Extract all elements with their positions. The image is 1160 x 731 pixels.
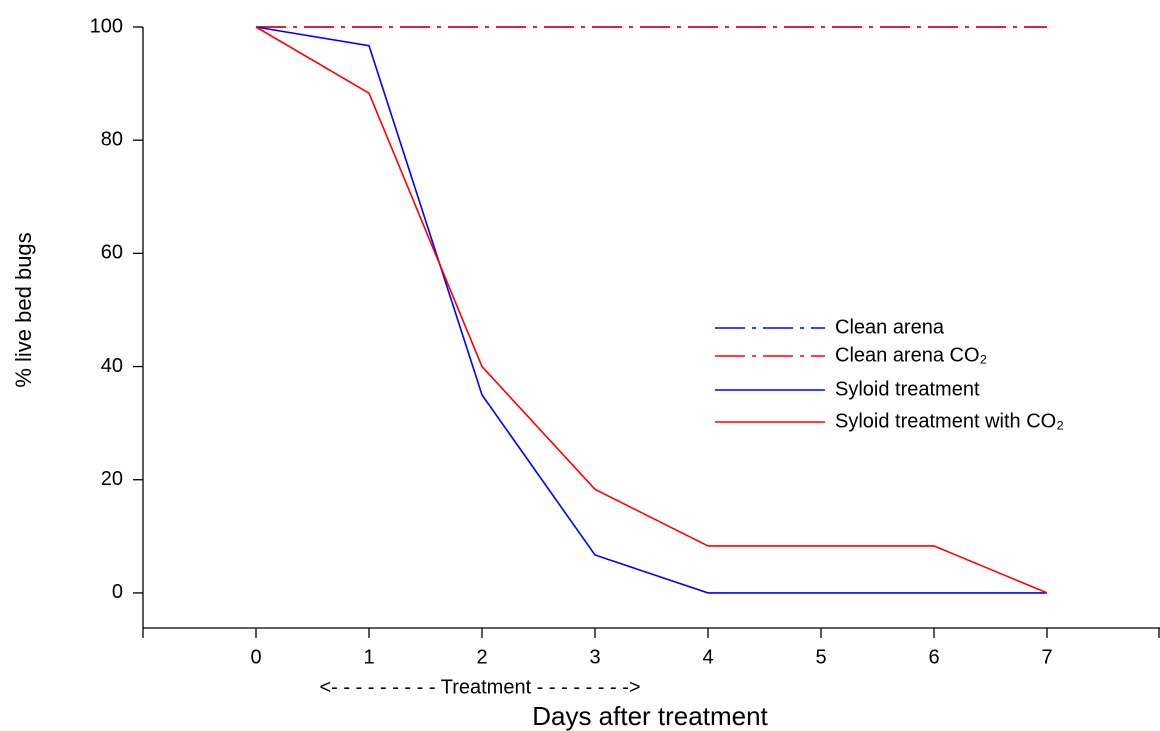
y-axis-label: % live bed bugs [11, 232, 36, 387]
x-tick-label: 0 [250, 646, 261, 668]
x-tick-label: 1 [363, 646, 374, 668]
legend-label: Syloid treatment [835, 378, 980, 400]
legend-label: Clean arena [835, 316, 945, 338]
x-tick-label: 3 [589, 646, 600, 668]
annotation: <- - - - - - - - - Treatment - - - - - -… [319, 676, 640, 698]
x-tick-label: 4 [702, 646, 713, 668]
y-tick-label: 40 [101, 355, 123, 377]
x-tick-label: 6 [928, 646, 939, 668]
x-tick-label: 2 [476, 646, 487, 668]
series-line [255, 26, 1047, 594]
x-tick-label: 5 [815, 646, 826, 668]
y-tick-label: 80 [101, 128, 123, 150]
series-line [255, 26, 1048, 594]
y-tick-label: 60 [101, 242, 123, 264]
legend-label: Clean arena CO₂ [835, 344, 987, 366]
y-tick-label: 100 [90, 15, 123, 37]
y-tick-label: 20 [101, 468, 123, 490]
x-axis-label: Days after treatment [532, 701, 768, 731]
x-tick-label: 7 [1041, 646, 1052, 668]
y-tick-label: 0 [112, 581, 123, 603]
legend-label: Syloid treatment with CO₂ [835, 410, 1064, 432]
